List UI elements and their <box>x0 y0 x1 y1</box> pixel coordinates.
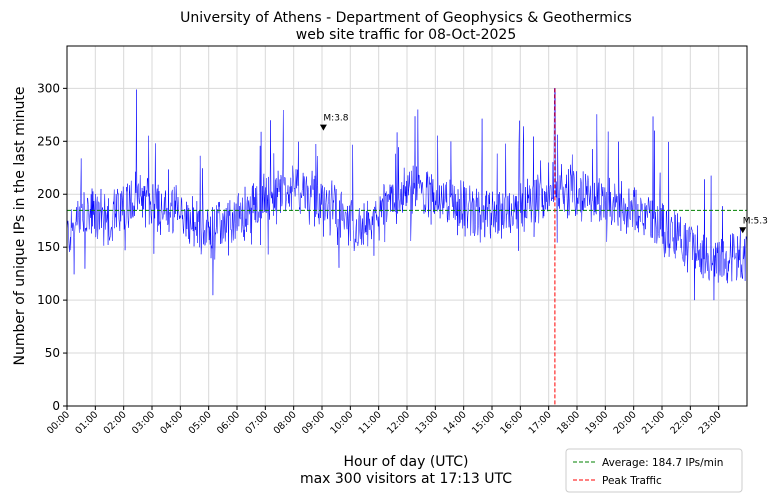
annotation-label: M:5.3 <box>743 216 768 226</box>
annotation-label: M:3.8 <box>323 114 348 124</box>
y-axis-label: Number of unique IPs in the last minute <box>12 87 28 366</box>
series-layer <box>66 88 747 301</box>
y-tick-label: 0 <box>52 399 60 413</box>
x-tick-label: 01:00 <box>73 409 100 436</box>
legend-peak-label: Peak Traffic <box>602 475 662 487</box>
x-tick-label: 23:00 <box>697 409 724 436</box>
x-tick-label: 05:00 <box>187 409 214 436</box>
y-tick-label: 50 <box>45 346 60 360</box>
legend-average-label: Average: 184.7 IPs/min <box>602 457 723 469</box>
traffic-series-line <box>66 88 747 301</box>
x-tick-label: 22:00 <box>668 409 695 436</box>
y-ticks: 0 50 100 150 200 250 300 <box>37 81 67 413</box>
x-tick-label: 13:00 <box>413 409 440 436</box>
x-axis-note: max 300 visitors at 17:13 UTC <box>300 471 512 487</box>
x-tick-label: 15:00 <box>470 409 497 436</box>
x-tick-label: 04:00 <box>158 409 185 436</box>
annotation-marker <box>319 124 327 131</box>
x-tick-label: 06:00 <box>215 409 242 436</box>
legend: Average: 184.7 IPs/min Peak Traffic <box>565 448 743 493</box>
x-tick-label: 09:00 <box>300 409 327 436</box>
x-tick-label: 17:00 <box>527 409 554 436</box>
y-tick-label: 100 <box>37 293 60 307</box>
x-tick-label: 00:00 <box>45 409 72 436</box>
x-tick-label: 02:00 <box>102 409 129 436</box>
x-tick-label: 11:00 <box>357 409 384 436</box>
annotation-marker <box>739 227 747 234</box>
x-tick-label: 03:00 <box>130 409 157 436</box>
x-ticks: 00:00 01:00 02:00 03:00 04:00 05:00 06:00 07:00… <box>45 406 724 436</box>
y-tick-label: 250 <box>37 134 60 148</box>
x-tick-label: 08:00 <box>272 409 299 436</box>
y-tick-label: 150 <box>37 240 60 254</box>
x-tick-label: 14:00 <box>442 409 469 436</box>
y-tick-label: 200 <box>37 187 60 201</box>
x-tick-label: 10:00 <box>328 409 355 436</box>
x-tick-label: 16:00 <box>498 409 525 436</box>
x-axis-label: Hour of day (UTC) <box>344 454 469 470</box>
reference-lines <box>67 88 747 406</box>
chart-subtitle: web site traffic for 08-Oct-2025 <box>296 27 517 43</box>
chart-title: University of Athens - Department of Geo… <box>180 10 632 26</box>
x-tick-label: 20:00 <box>612 409 639 436</box>
x-tick-label: 12:00 <box>385 409 412 436</box>
annotations: M:3.8 M:5.3 <box>319 114 768 234</box>
x-tick-label: 07:00 <box>243 409 270 436</box>
legend-box <box>565 448 743 493</box>
x-tick-label: 21:00 <box>640 409 667 436</box>
y-tick-label: 300 <box>37 81 60 95</box>
x-tick-label: 18:00 <box>555 409 582 436</box>
x-tick-label: 19:00 <box>583 409 610 436</box>
